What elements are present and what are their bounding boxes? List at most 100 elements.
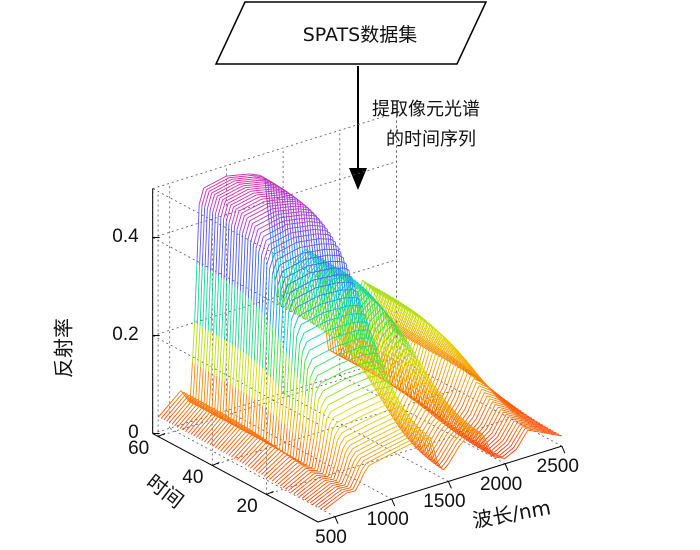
spectrum-segment <box>200 425 204 429</box>
spectrum-segment <box>271 254 275 262</box>
spectrum-segment <box>398 374 402 382</box>
spectrum-segment <box>275 245 279 248</box>
spectrum-segment <box>235 348 239 388</box>
spectrum-segment <box>260 464 264 468</box>
spectrum-segment <box>372 285 376 289</box>
spectrum-segment <box>410 354 414 358</box>
spectrum-segment <box>449 401 453 407</box>
spectrum-segment <box>349 348 353 357</box>
spectrum-segment <box>333 336 338 354</box>
spectrum-segment <box>458 353 462 356</box>
spectrum-segment <box>257 435 260 439</box>
spectrum-segment <box>375 300 379 305</box>
spectrum-segment <box>228 214 232 224</box>
spectrum-segment <box>326 378 330 381</box>
spectrum-segment <box>324 330 328 333</box>
spectrum-segment <box>208 406 212 410</box>
spectrum-segment <box>265 373 269 408</box>
spectrum-segment <box>272 465 276 469</box>
spectrum-segment <box>267 209 271 212</box>
spectrum-segment <box>437 383 442 389</box>
spectrum-segment <box>292 464 296 468</box>
spectrum-segment <box>332 308 336 311</box>
spectrum-segment <box>221 413 225 418</box>
spectrum-segment <box>488 393 492 396</box>
spectrum-segment <box>349 360 353 363</box>
spectrum-segment <box>260 468 264 472</box>
spectrum-segment <box>412 399 415 402</box>
spectrum-segment <box>214 445 218 449</box>
spectrum-segment <box>259 202 263 205</box>
spectrum-segment <box>286 191 290 216</box>
spectrum-segment <box>219 435 222 439</box>
spectrum-segment <box>255 464 259 468</box>
spectrum-segment <box>366 308 370 312</box>
spectrum-segment <box>224 281 228 340</box>
grid-line <box>339 374 506 465</box>
spectrum-segment <box>456 394 460 401</box>
spectrum-segment <box>302 312 306 314</box>
spectrum-segment <box>393 351 397 355</box>
spectrum-segment <box>398 345 402 349</box>
spectrum-segment <box>286 228 289 231</box>
spectrum-segment <box>391 353 395 357</box>
spectrum-segment <box>295 315 300 323</box>
spectrum-segment <box>349 318 354 338</box>
spectrum-segment <box>241 194 245 197</box>
spectrum-segment <box>185 405 189 409</box>
spectrum-segment <box>405 359 409 373</box>
spectrum-segment <box>318 344 322 346</box>
spectrum-segment <box>287 481 291 485</box>
spectrum-segment <box>420 396 424 409</box>
spectrum-segment <box>277 208 281 233</box>
spectrum-segment <box>324 388 328 391</box>
spectrum-segment <box>340 371 344 374</box>
spectrum-segment <box>356 303 361 321</box>
spectrum-segment <box>321 325 325 331</box>
spectrum-segment <box>280 347 285 391</box>
spectrum-segment <box>205 428 209 432</box>
spectrum-segment <box>469 409 474 415</box>
spectrum-segment <box>419 317 423 326</box>
spectrum-segment <box>183 393 187 397</box>
spectrum-segment <box>234 229 238 288</box>
spectrum-segment <box>182 399 185 404</box>
spectrum-segment <box>338 289 342 292</box>
spectrum-segment <box>289 302 293 313</box>
spectrum-segment <box>239 440 243 444</box>
spectrum-segment <box>203 411 207 415</box>
spectrum-segment <box>279 422 283 451</box>
spectrum-segment <box>277 291 281 338</box>
spectrum-segment <box>378 337 382 344</box>
spectrum-segment <box>285 253 289 256</box>
spectrum-segment <box>348 392 352 395</box>
spectrum-segment <box>282 236 285 238</box>
spectrum-segment <box>295 466 299 469</box>
spectrum-segment <box>272 332 276 381</box>
spectrum-segment <box>237 203 241 205</box>
spectrum-segment <box>365 309 369 326</box>
spectrum-segment <box>324 320 327 323</box>
spectrum-segment <box>211 188 214 191</box>
spectrum-segment <box>350 383 354 386</box>
spectrum-segment <box>298 471 302 475</box>
spectrum-segment <box>209 437 213 442</box>
spectrum-segment <box>341 256 344 259</box>
spectrum-segment <box>273 469 277 472</box>
spectrum-segment <box>315 400 319 420</box>
spectrum-segment <box>281 452 285 456</box>
spectrum-segment <box>346 268 350 271</box>
spectrum-segment <box>338 255 342 258</box>
spectrum-segment <box>273 219 277 222</box>
spectrum-segment <box>300 444 304 462</box>
spectrum-segment <box>335 399 338 402</box>
spectrum-segment <box>459 359 463 362</box>
spectrum-segment <box>235 388 239 428</box>
spectrum-segment <box>292 436 296 458</box>
spectrum-segment <box>224 382 229 422</box>
spectrum-segment <box>244 462 248 466</box>
spectrum-segment <box>203 430 207 434</box>
spectrum-series <box>247 281 487 467</box>
spectrum-segment <box>268 451 272 455</box>
spectrum-segment <box>298 244 303 268</box>
